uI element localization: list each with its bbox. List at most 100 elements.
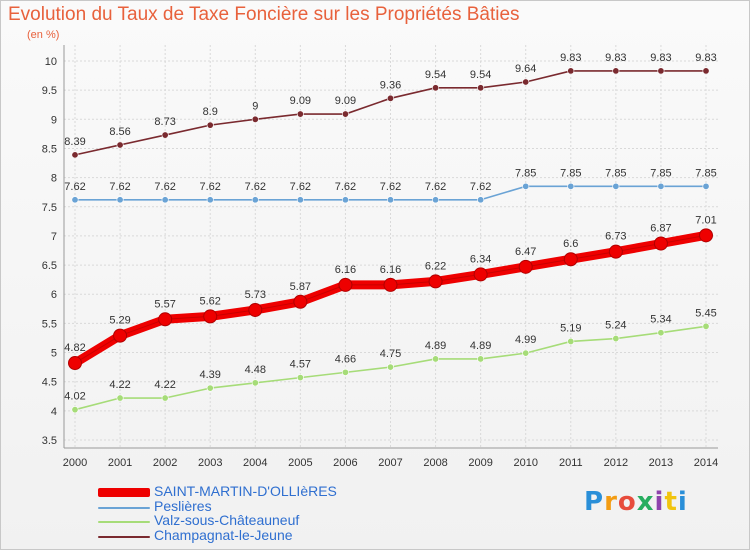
data-label: 8.39 [64, 136, 85, 148]
data-point [296, 110, 304, 118]
data-point [477, 84, 485, 92]
data-point [653, 236, 668, 251]
data-point [518, 259, 533, 274]
logo-letter: i [654, 487, 665, 517]
data-point [432, 84, 440, 92]
data-label: 4.89 [470, 340, 491, 352]
data-label: 5.45 [695, 307, 716, 319]
data-label: 7.01 [695, 214, 716, 226]
data-point [567, 182, 575, 190]
data-label: 6.16 [335, 264, 356, 276]
data-point [203, 309, 218, 324]
data-point [113, 328, 128, 343]
logo-letter: o [617, 487, 637, 517]
data-point [161, 394, 169, 402]
x-tick-label: 2012 [604, 457, 628, 469]
data-point [386, 363, 394, 371]
y-tick-label: 7.5 [42, 202, 57, 214]
data-label: 4.48 [245, 364, 266, 376]
y-tick-label: 9 [51, 114, 57, 126]
x-tick-label: 2013 [649, 457, 673, 469]
data-point [522, 349, 530, 357]
data-label: 7.62 [425, 181, 446, 193]
data-label: 5.29 [109, 315, 130, 327]
data-point [657, 67, 665, 75]
y-tick-label: 6.5 [42, 260, 57, 272]
data-point [161, 131, 169, 139]
data-label: 6.87 [650, 223, 671, 235]
data-label: 4.22 [154, 379, 175, 391]
proxiti-logo: Proxiti [584, 487, 688, 517]
data-point [702, 67, 710, 75]
data-label: 7.85 [515, 167, 536, 179]
data-point [567, 67, 575, 75]
data-label: 9.83 [605, 52, 626, 64]
legend-swatch [98, 488, 150, 497]
data-label: 8.9 [203, 106, 218, 118]
data-label: 9.09 [335, 95, 356, 107]
x-tick-label: 2014 [694, 457, 718, 469]
data-point [563, 252, 578, 267]
data-point [116, 394, 124, 402]
data-point [248, 302, 263, 317]
x-tick-label: 2011 [559, 457, 583, 469]
data-point [383, 277, 398, 292]
data-point [341, 196, 349, 204]
logo-letter: P [584, 487, 605, 517]
logo-letter: r [604, 487, 618, 517]
data-label: 4.22 [109, 379, 130, 391]
legend-swatch [98, 535, 150, 538]
data-label: 6.16 [380, 264, 401, 276]
x-tick-label: 2004 [243, 457, 267, 469]
y-tick-label: 6 [51, 289, 57, 301]
data-label: 9.83 [560, 52, 581, 64]
legend-swatch [98, 506, 150, 509]
data-point [473, 267, 488, 282]
data-point [158, 312, 173, 327]
logo-letter: i [677, 487, 688, 517]
data-point [161, 196, 169, 204]
data-label: 7.85 [560, 167, 581, 179]
data-label: 7.85 [695, 167, 716, 179]
data-point [71, 196, 79, 204]
data-label: 8.73 [154, 116, 175, 128]
data-point [386, 196, 394, 204]
chart-subtitle: (en %) [27, 29, 60, 41]
data-point [341, 368, 349, 376]
x-tick-label: 2000 [63, 457, 87, 469]
legend-label: Valz-sous-Châteauneuf [154, 512, 300, 528]
data-point [251, 196, 259, 204]
data-point [296, 374, 304, 382]
data-point [251, 379, 259, 387]
data-label: 9.83 [650, 52, 671, 64]
data-point [206, 384, 214, 392]
data-label: 7.85 [605, 167, 626, 179]
y-tick-label: 4.5 [42, 377, 57, 389]
data-point [293, 294, 308, 309]
data-label: 7.62 [154, 181, 175, 193]
data-label: 6.47 [515, 246, 536, 258]
x-tick-label: 2007 [378, 457, 402, 469]
legend-label: Champagnat-le-Jeune [154, 526, 293, 543]
data-label: 7.62 [335, 181, 356, 193]
data-label: 9 [252, 100, 258, 112]
data-label: 9.09 [290, 95, 311, 107]
data-label: 6.34 [470, 253, 491, 265]
y-tick-label: 8.5 [42, 143, 57, 155]
data-label: 7.62 [290, 181, 311, 193]
y-tick-label: 5 [51, 348, 57, 360]
y-tick-label: 8 [51, 173, 57, 185]
data-point [386, 94, 394, 102]
data-label: 5.34 [650, 314, 671, 326]
data-point [432, 196, 440, 204]
data-point [206, 121, 214, 129]
data-label: 9.83 [695, 52, 716, 64]
data-point [699, 228, 713, 243]
data-point [428, 274, 443, 289]
data-point [251, 115, 259, 123]
x-tick-label: 2010 [513, 457, 537, 469]
data-label: 7.62 [64, 181, 85, 193]
data-label: 9.54 [425, 69, 446, 81]
data-point [116, 141, 124, 149]
